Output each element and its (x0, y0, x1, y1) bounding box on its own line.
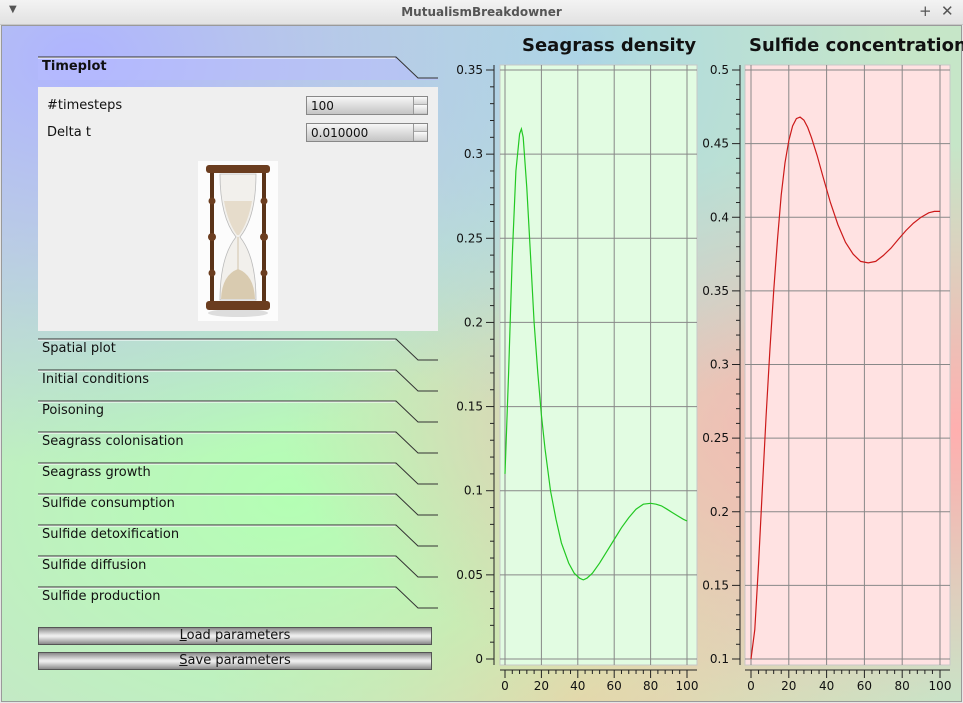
delta-t-label: Delta t (47, 125, 91, 140)
tab-shape (38, 56, 438, 80)
spin-arrows (413, 97, 427, 114)
y-tick-label: 0.3 (464, 147, 483, 161)
delta-t-value: 0.010000 (311, 126, 369, 140)
tab-shape (38, 369, 438, 392)
toolbox-tab-label: Sulfide detoxification (42, 527, 180, 542)
y-tick-label: 0.05 (456, 568, 483, 582)
x-tick-label: 40 (570, 679, 585, 693)
tab-shape (38, 555, 438, 578)
toolbox-tab-label: Seagrass growth (42, 465, 151, 480)
x-tick-label: 80 (643, 679, 658, 693)
tab-shape (38, 400, 438, 423)
toolbox-tab-label: Initial conditions (42, 372, 149, 387)
save-mnemonic: S (179, 653, 188, 668)
close-icon[interactable]: ✕ (941, 2, 954, 20)
tab-shape (38, 586, 438, 609)
sulfide-plot-title: Sulfide concentration (749, 35, 963, 56)
y-tick-label: 0.35 (456, 63, 483, 77)
toolbox-tab-sulfide-production[interactable]: Sulfide production (38, 586, 438, 610)
hourglass-image (198, 161, 278, 321)
toolbox-tab-sulfide-diffusion[interactable]: Sulfide diffusion (38, 555, 438, 579)
x-tick-label: 60 (607, 679, 622, 693)
toolbox-tab-label: Seagrass colonisation (42, 434, 184, 449)
y-tick-label: 0.2 (464, 315, 483, 329)
tab-shape (38, 493, 438, 516)
maximize-icon[interactable]: + (919, 2, 932, 20)
spin-down-button[interactable] (414, 105, 427, 113)
title-bar: ▼ MutualismBreakdowner + ✕ (0, 0, 963, 25)
x-tick-label: 100 (676, 679, 699, 693)
window-menu-icon[interactable]: ▼ (9, 4, 17, 15)
y-tick-label: 0.25 (456, 231, 483, 245)
seagrass-plot-title: Seagrass density (522, 35, 697, 56)
toolbox-tab-sulfide-consumption[interactable]: Sulfide consumption (38, 493, 438, 517)
save-button-label: ave parameters (187, 653, 291, 668)
spin-arrows (413, 124, 427, 141)
toolbox-tab-timeplot[interactable]: Timeplot (38, 56, 438, 80)
timesteps-spinbox[interactable]: 100 (306, 96, 428, 115)
window-title: MutualismBreakdowner (401, 5, 562, 19)
toolbox-tab-seagrass-colonisation[interactable]: Seagrass colonisation (38, 431, 438, 455)
spin-up-button[interactable] (414, 124, 427, 132)
load-parameters-button[interactable]: Load parameters (38, 627, 432, 645)
timesteps-label: #timesteps (47, 98, 123, 113)
toolbox-tab-label: Poisoning (42, 403, 105, 418)
toolbox-tab-label: Timeplot (42, 59, 107, 74)
toolbox-tab-sulfide-detoxification[interactable]: Sulfide detoxification (38, 524, 438, 548)
toolbox-tab-label: Sulfide consumption (42, 496, 175, 511)
toolbox-tab-poisoning[interactable]: Poisoning (38, 400, 438, 424)
toolbox-tab-initial-conditions[interactable]: Initial conditions (38, 369, 438, 393)
toolbox-tab-spatial-plot[interactable]: Spatial plot (38, 338, 438, 362)
toolbox-tab-label: Sulfide diffusion (42, 558, 147, 573)
tab-shape (38, 431, 438, 454)
spin-up-button[interactable] (414, 97, 427, 105)
toolbox-tab-label: Sulfide production (42, 589, 161, 604)
toolbox-tab-label: Spatial plot (42, 341, 116, 356)
tab-shape (38, 338, 438, 361)
x-tick-label: 0 (501, 679, 509, 693)
timesteps-value: 100 (311, 99, 334, 113)
toolbox-tab-seagrass-growth[interactable]: Seagrass growth (38, 462, 438, 486)
save-parameters-button[interactable]: Save parameters (38, 652, 432, 670)
y-tick-label: 0.1 (464, 484, 483, 498)
y-tick-label: 0 (475, 652, 483, 666)
load-mnemonic: L (179, 628, 187, 643)
delta-t-spinbox[interactable]: 0.010000 (306, 123, 428, 142)
tab-shape (38, 462, 438, 485)
tab-shape (38, 524, 438, 547)
y-tick-label: 0.15 (456, 400, 483, 414)
load-button-label: oad parameters (186, 628, 291, 643)
data-series-line (504, 126, 688, 581)
x-tick-label: 20 (534, 679, 549, 693)
spin-down-button[interactable] (414, 132, 427, 140)
timeplot-page: #timesteps 100 Delta t 0.010000 (38, 87, 438, 331)
